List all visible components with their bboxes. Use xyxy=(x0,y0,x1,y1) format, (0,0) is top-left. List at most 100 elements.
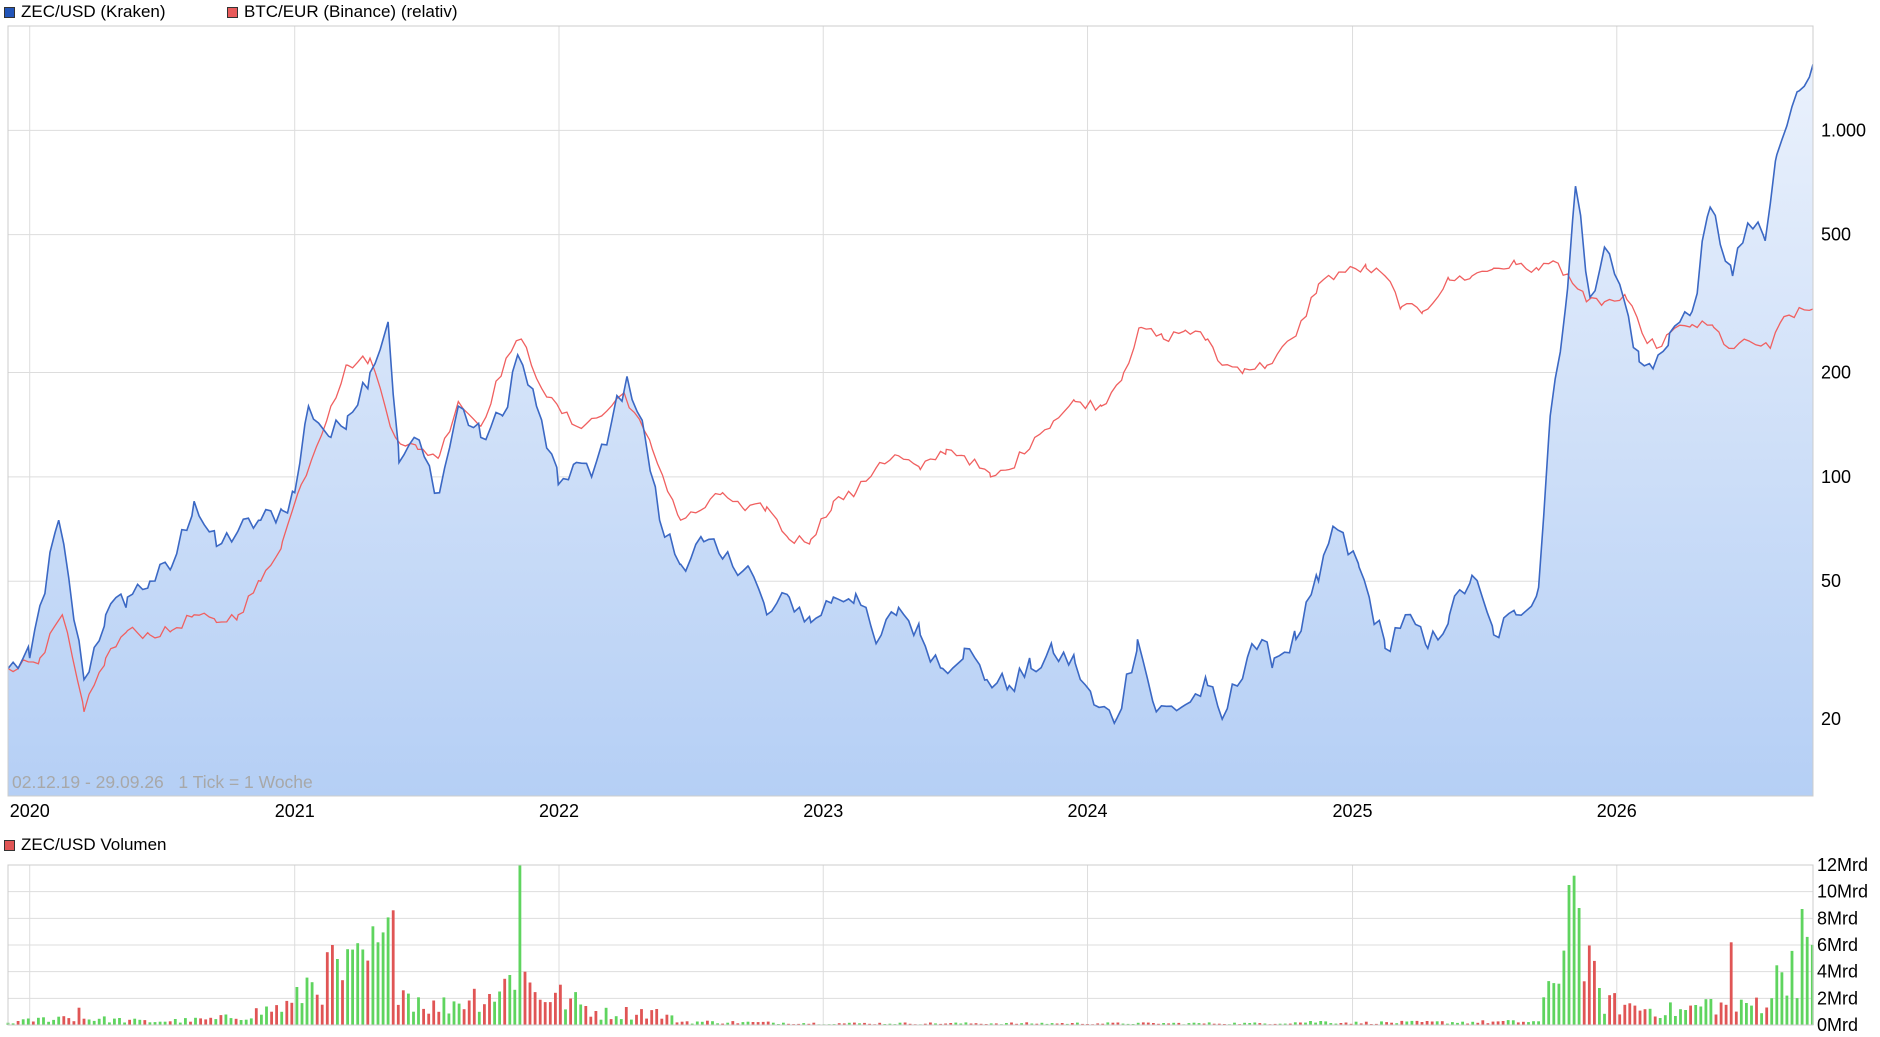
volume-bar xyxy=(1537,1021,1540,1025)
volume-bar xyxy=(1207,1022,1211,1025)
volume-bar xyxy=(477,1011,481,1025)
volume-tick-label: 12Mrd xyxy=(1817,855,1868,875)
volume-bar xyxy=(1724,1004,1728,1025)
volume-bar xyxy=(26,1018,30,1025)
volume-bar xyxy=(381,932,385,1025)
volume-bar xyxy=(1329,1023,1333,1025)
volume-bar xyxy=(1770,998,1774,1025)
volume-bar xyxy=(1471,1021,1475,1025)
volume-bar xyxy=(1714,1014,1718,1025)
volume-bar xyxy=(1263,1023,1267,1025)
time-tick-label: 2023 xyxy=(803,801,843,821)
volume-bar xyxy=(305,977,309,1025)
volume-bar xyxy=(1030,1023,1034,1025)
volume-tick-label: 10Mrd xyxy=(1817,882,1868,902)
time-axis: 2020 2021 2022 2023 2024 2025 2026 xyxy=(10,801,1637,821)
volume-bar xyxy=(1572,875,1576,1025)
volume-bar xyxy=(929,1022,932,1025)
volume-bar xyxy=(1035,1023,1039,1025)
volume-bar xyxy=(1172,1022,1176,1025)
volume-bar xyxy=(756,1022,760,1025)
volume-bar xyxy=(1481,1020,1485,1025)
volume-bar xyxy=(1623,1004,1627,1025)
volume-bar xyxy=(1446,1023,1449,1025)
volume-bar xyxy=(635,1014,638,1025)
volume-bar xyxy=(1344,1022,1348,1025)
volume-tick-label: 2Mrd xyxy=(1817,988,1858,1008)
legend-zec-label: ZEC/USD (Kraken) xyxy=(21,2,166,21)
volume-bar xyxy=(1233,1022,1236,1025)
volume-bar xyxy=(1582,981,1586,1025)
volume-bar xyxy=(1527,1022,1530,1025)
volume-bar xyxy=(1187,1023,1191,1025)
volume-bar xyxy=(457,1003,461,1025)
volume-bar xyxy=(1076,1022,1079,1025)
volume-bar xyxy=(1506,1020,1510,1025)
volume-bar xyxy=(660,1018,664,1025)
volume-bar xyxy=(422,1008,425,1025)
volume-bar xyxy=(523,971,527,1025)
volume-bar xyxy=(1283,1023,1287,1025)
volume-bar xyxy=(1293,1022,1297,1025)
volume-bar xyxy=(974,1023,978,1025)
volume-bar xyxy=(1192,1022,1196,1025)
volume-bar xyxy=(82,1018,86,1025)
volume-bar xyxy=(1050,1023,1054,1025)
volume-bar xyxy=(802,1023,806,1025)
volume-bar xyxy=(407,993,410,1025)
legend-volume: ZEC/USD Volumen xyxy=(4,835,167,855)
volume-bar xyxy=(346,949,349,1025)
volume-bar xyxy=(655,1009,659,1025)
volume-bar xyxy=(1324,1021,1328,1025)
volume-bar xyxy=(447,1013,451,1025)
volume-bar xyxy=(1694,1005,1698,1025)
volume-bar xyxy=(483,1004,486,1025)
volume-bar xyxy=(452,1001,456,1025)
volume-bar xyxy=(42,1017,45,1025)
volume-bar xyxy=(979,1023,983,1025)
volume-bar xyxy=(123,1022,126,1025)
volume-bar xyxy=(1557,983,1561,1025)
volume-bar xyxy=(265,1006,268,1025)
volume-bar xyxy=(1598,988,1601,1025)
volume-bar xyxy=(1734,1011,1738,1025)
volume-bar xyxy=(113,1018,116,1025)
volume-bar xyxy=(163,1021,167,1025)
volume-bar xyxy=(1243,1022,1246,1025)
volume-bar xyxy=(1309,1021,1312,1025)
volume-bar xyxy=(1101,1023,1105,1025)
volume-grid xyxy=(8,864,1813,1026)
volume-bar xyxy=(1202,1023,1206,1025)
volume-bar xyxy=(1096,1023,1100,1025)
volume-bar xyxy=(1669,1002,1672,1025)
volume-bar xyxy=(1126,1023,1130,1025)
volume-bar xyxy=(1395,1023,1399,1025)
volume-bar xyxy=(954,1022,958,1025)
volume-bar xyxy=(249,1018,253,1025)
volume-bar xyxy=(1349,1023,1353,1025)
volume-tick-label: 6Mrd xyxy=(1817,935,1858,955)
price-tick-label: 20 xyxy=(1821,709,1841,729)
volume-bar xyxy=(1603,1013,1606,1025)
volume-bar xyxy=(467,1000,471,1025)
volume-bar xyxy=(1562,950,1566,1025)
volume-bar xyxy=(1420,1022,1424,1025)
volume-bar xyxy=(31,1021,35,1025)
volume-bar xyxy=(118,1018,121,1025)
volume-bar xyxy=(548,1002,552,1025)
volume-bar xyxy=(1217,1023,1221,1025)
volume-bar xyxy=(442,997,446,1025)
volume-bar xyxy=(619,1019,623,1025)
volume-bar xyxy=(1663,1015,1667,1025)
volume-bar xyxy=(736,1023,740,1025)
volume-bar xyxy=(1375,1023,1378,1025)
volume-bar xyxy=(1405,1021,1409,1025)
volume-bars xyxy=(6,865,1814,1025)
volume-bar xyxy=(1415,1020,1419,1025)
volume-bar xyxy=(1780,972,1784,1025)
volume-bar xyxy=(908,1023,912,1025)
volume-bar xyxy=(853,1022,856,1025)
volume-bar xyxy=(1709,999,1713,1025)
volume-bar xyxy=(746,1021,750,1025)
volume-bar xyxy=(1699,1006,1703,1025)
